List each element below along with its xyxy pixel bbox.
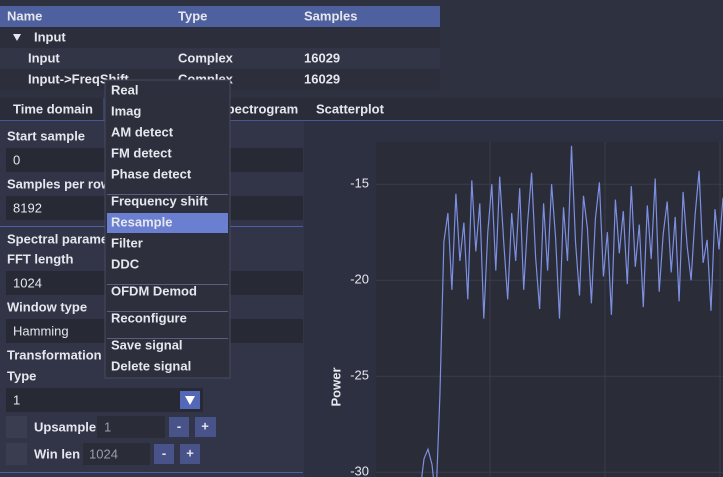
field-label: Start sample [7, 128, 85, 143]
spin-button[interactable] [154, 444, 174, 464]
spin-plus[interactable]: + [201, 418, 209, 433]
context-menu: Real Imag AM detect FM detect Phase detect Fr… [104, 79, 231, 379]
field-value[interactable]: 1 [104, 419, 111, 434]
field-value[interactable]: 1024 [89, 446, 118, 461]
menu-item[interactable]: Save signal [111, 337, 183, 352]
menu-item[interactable]: Reconfigure [111, 310, 187, 325]
menu-item[interactable]: Frequency shift [111, 193, 208, 208]
checkbox-area[interactable] [6, 416, 27, 438]
menu-item[interactable]: Filter [111, 235, 143, 250]
expand-arrow[interactable] [13, 34, 21, 41]
field-label: Win len [34, 446, 80, 461]
y-axis-label: Power [328, 367, 343, 406]
menu-item[interactable]: Real [111, 82, 138, 97]
menu-highlight [107, 213, 228, 233]
menu-item[interactable]: FM detect [111, 145, 172, 160]
tab[interactable]: Scatterplot [316, 101, 385, 116]
menu-item[interactable]: DDC [111, 256, 140, 271]
column-header: Name [7, 8, 42, 23]
table-cell[interactable]: Input [28, 50, 60, 65]
spin-minus[interactable]: - [162, 445, 166, 460]
menu-item[interactable]: Phase detect [111, 166, 192, 181]
spin-minus[interactable]: - [177, 418, 181, 433]
field-label: Upsample [34, 419, 96, 434]
combo-box[interactable] [6, 388, 203, 412]
spin-button[interactable] [180, 444, 200, 464]
y-tick-label: -25 [350, 368, 369, 383]
section-title: Spectral parameters [7, 231, 132, 246]
checkbox-area[interactable] [6, 443, 27, 465]
spin-plus[interactable]: + [186, 445, 194, 460]
column-header: Type [178, 8, 207, 23]
spin-input[interactable] [97, 416, 165, 438]
table-row [0, 48, 440, 69]
spin-button[interactable] [169, 417, 189, 437]
plot-area [376, 142, 723, 477]
menu-item[interactable]: Resample [111, 214, 172, 229]
menu-item[interactable]: Delete signal [111, 358, 191, 373]
table-cell[interactable]: 16029 [304, 50, 340, 65]
menu-item[interactable]: Imag [111, 103, 141, 118]
tree-group[interactable]: Input [34, 29, 66, 44]
field-value[interactable]: Hamming [13, 323, 69, 338]
table-header [0, 6, 440, 27]
y-tick-label: -20 [350, 272, 369, 287]
dropdown-arrow [185, 396, 195, 405]
field-label: Window type [7, 299, 87, 314]
spin-button[interactable] [195, 417, 216, 437]
menu-item[interactable]: AM detect [111, 124, 174, 139]
y-tick-label: -30 [350, 464, 369, 477]
field-label: FFT length [7, 251, 73, 266]
menu-item[interactable]: OFDM Demod [111, 283, 197, 298]
power-line [421, 145, 723, 477]
field-label: Type [7, 368, 36, 383]
field-value[interactable]: 1 [13, 392, 20, 407]
field-value[interactable]: 1024 [13, 275, 42, 290]
field-value[interactable]: 0 [13, 152, 20, 167]
field-value[interactable]: 8192 [13, 200, 42, 215]
tab[interactable]: Spectrogram [218, 101, 298, 116]
field-label: Samples per row [7, 176, 112, 191]
tab[interactable]: Time domain [13, 101, 93, 116]
y-tick-label: -15 [350, 176, 369, 191]
table-cell[interactable]: Input->FreqShift [28, 71, 129, 86]
spin-input[interactable] [83, 443, 150, 465]
table-cell[interactable]: Complex [178, 50, 234, 65]
table-row [0, 27, 440, 48]
table-cell[interactable]: 16029 [304, 71, 340, 86]
column-header: Samples [304, 8, 357, 23]
